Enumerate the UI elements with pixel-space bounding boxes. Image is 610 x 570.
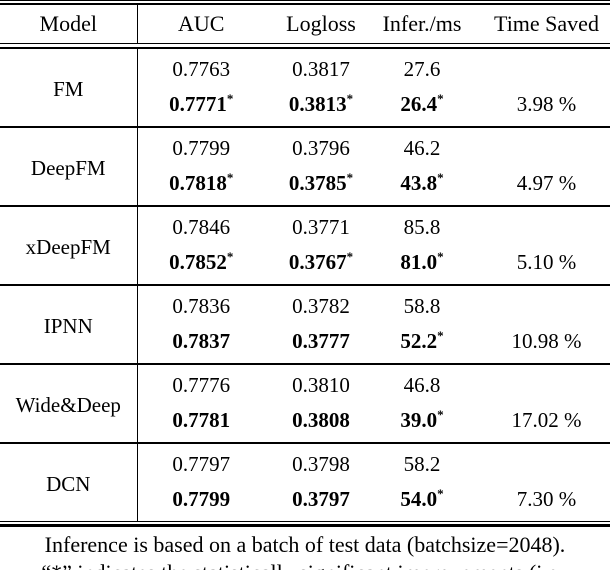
logloss-base-value: 0.3796 [292, 135, 350, 160]
time-saved-value: 17.02 % [511, 407, 582, 432]
improved-row: 0.7771* 0.3813* 26.4* 3.98 % [0, 86, 610, 127]
logloss-improved-value: 0.3767* [288, 248, 354, 274]
significance-star: * [437, 327, 444, 343]
logloss-improved-value: 0.3777 [292, 328, 350, 353]
header-rule [0, 43, 610, 49]
time-saved-value: 10.98 % [511, 328, 582, 353]
model-name: FM [53, 76, 84, 101]
logloss-base-value: 0.3817 [292, 56, 350, 81]
header-model: Model [39, 11, 97, 36]
significance-star: * [437, 90, 444, 106]
logloss-base-value: 0.3798 [292, 451, 350, 476]
significance-star: * [226, 169, 234, 185]
logloss-improved-value: 0.3808 [292, 407, 350, 432]
model-block: xDeepFM 0.7846 0.3771 85.8 0.7852* 0.3767* 81.… [0, 206, 610, 285]
infer-base-value: 58.8 [403, 293, 441, 318]
auc-improved-value: 0.7771* [136, 86, 265, 127]
time-saved-value: 7.30 % [516, 486, 577, 511]
model-name: DeepFM [30, 155, 106, 180]
improved-row: 0.7852* 0.3767* 81.0* 5.10 % [0, 244, 610, 285]
significance-star: * [437, 406, 444, 422]
infer-improved-value: 43.8* [400, 169, 444, 195]
infer-base-value: 27.6 [403, 56, 441, 81]
infer-improved-value: 52.2* [400, 327, 444, 353]
significance-star: * [437, 169, 444, 185]
significance-star: * [226, 90, 234, 106]
model-block: DCN 0.7797 0.3798 58.2 0.7799 0.3797 54.0* 7.30… [0, 443, 610, 521]
auc-base-value: 0.7846 [136, 206, 265, 244]
auc-base-value: 0.7799 [136, 127, 265, 165]
auc-improved-value: 0.7781 [136, 402, 265, 443]
auc-improved-value: 0.7837 [136, 323, 265, 364]
bottom-rule [0, 521, 610, 527]
logloss-improved-value: 0.3785* [288, 169, 354, 195]
improved-row: 0.7781 0.3808 39.0* 17.02 % [0, 402, 610, 443]
auc-base-value: 0.7763 [136, 49, 265, 86]
header-infer: Infer./ms [382, 11, 462, 36]
significance-star: * [346, 248, 354, 264]
improved-row: 0.7818* 0.3785* 43.8* 4.97 % [0, 165, 610, 206]
base-row: FM 0.7763 0.3817 27.6 [0, 49, 610, 99]
table-body: FM 0.7763 0.3817 27.6 0.7771* 0.3813* 26.4* 3.9… [0, 49, 610, 521]
model-block: IPNN 0.7836 0.3782 58.8 0.7837 0.3777 52.2* 10.… [0, 285, 610, 364]
time-saved-value: 3.98 % [516, 91, 577, 116]
logloss-base-value: 0.3771 [292, 214, 350, 239]
infer-improved-value: 26.4* [400, 90, 444, 116]
auc-base-value: 0.7797 [136, 443, 265, 481]
logloss-base-value: 0.3810 [292, 372, 350, 397]
auc-improved-value: 0.7799 [136, 481, 265, 521]
time-saved-spacer [467, 364, 610, 402]
infer-base-value: 85.8 [403, 214, 441, 239]
auc-base-value: 0.7776 [136, 364, 265, 402]
time-saved-spacer [467, 49, 610, 86]
significance-star: * [437, 248, 444, 264]
header-logloss: Logloss [286, 11, 356, 36]
model-name: xDeepFM [25, 234, 111, 259]
logloss-improved-value: 0.3813* [288, 90, 354, 116]
table-header: Model AUC Logloss Infer./ms Time Saved [0, 5, 610, 43]
time-saved-spacer [467, 206, 610, 244]
significance-star: * [226, 248, 234, 264]
logloss-improved-value: 0.3797 [292, 486, 350, 511]
base-row: DeepFM 0.7799 0.3796 46.2 [0, 127, 610, 178]
footnote-line-2: “*” indicates the statistically signific… [0, 559, 610, 570]
base-row: xDeepFM 0.7846 0.3771 85.8 [0, 206, 610, 257]
base-row: DCN 0.7797 0.3798 58.2 [0, 443, 610, 494]
logloss-base-value: 0.3782 [292, 293, 350, 318]
significance-star: * [437, 485, 444, 501]
footnote-line-1: Inference is based on a batch of test da… [44, 532, 566, 557]
time-saved-spacer [467, 127, 610, 165]
infer-improved-value: 54.0* [400, 485, 444, 511]
infer-improved-value: 81.0* [400, 248, 444, 274]
header-auc: AUC [136, 5, 265, 43]
model-name: DCN [46, 471, 91, 496]
infer-improved-value: 39.0* [400, 406, 444, 432]
significance-star: * [346, 90, 354, 106]
table-footnote: Inference is based on a batch of test da… [0, 531, 610, 570]
infer-base-value: 46.8 [403, 372, 441, 397]
significance-star: * [346, 169, 354, 185]
header-time-saved: Time Saved [494, 11, 599, 36]
model-block: FM 0.7763 0.3817 27.6 0.7771* 0.3813* 26.4* 3.9… [0, 49, 610, 127]
time-saved-value: 4.97 % [516, 170, 577, 195]
improved-row: 0.7837 0.3777 52.2* 10.98 % [0, 323, 610, 364]
infer-base-value: 46.2 [403, 135, 441, 160]
auc-base-value: 0.7836 [136, 285, 265, 323]
time-saved-value: 5.10 % [516, 249, 577, 274]
improved-row: 0.7799 0.3797 54.0* 7.30 % [0, 481, 610, 521]
model-name: IPNN [43, 313, 93, 338]
model-block: Wide&Deep 0.7776 0.3810 46.8 0.7781 0.3808 39.… [0, 364, 610, 443]
time-saved-spacer [467, 443, 610, 481]
model-block: DeepFM 0.7799 0.3796 46.2 0.7818* 0.3785* 43.8… [0, 127, 610, 206]
header-row: Model AUC Logloss Infer./ms Time Saved [0, 5, 610, 43]
top-rule [0, 0, 610, 5]
auc-improved-value: 0.7818* [136, 165, 265, 206]
infer-base-value: 58.2 [403, 451, 441, 476]
base-row: IPNN 0.7836 0.3782 58.8 [0, 285, 610, 336]
time-saved-spacer [467, 285, 610, 323]
base-row: Wide&Deep 0.7776 0.3810 46.8 [0, 364, 610, 415]
model-name: Wide&Deep [15, 392, 121, 417]
auc-improved-value: 0.7852* [136, 244, 265, 285]
